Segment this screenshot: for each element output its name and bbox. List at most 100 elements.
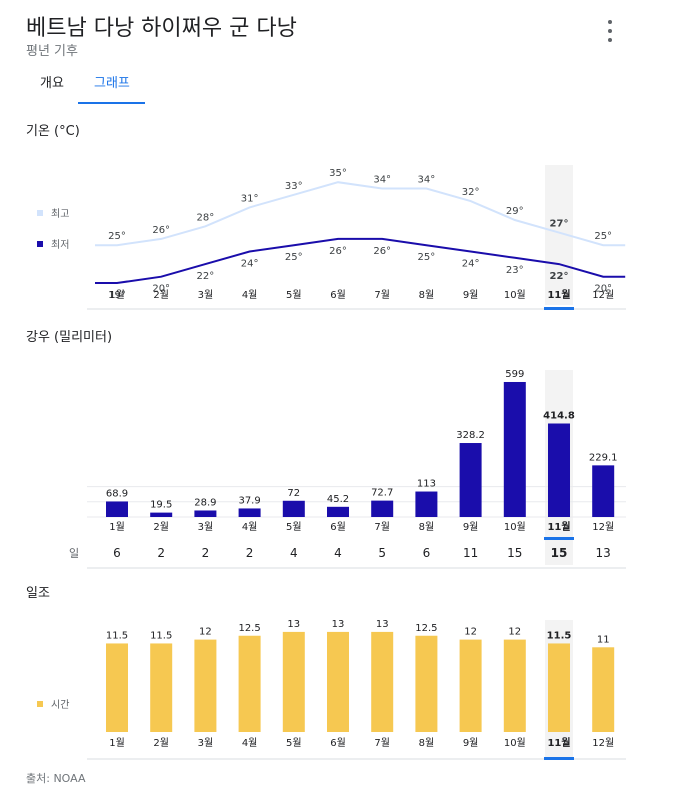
legend-sun-swatch bbox=[37, 700, 43, 707]
month-tick-label: 11월 bbox=[547, 521, 570, 533]
rain-bar bbox=[548, 423, 570, 517]
high-temp-label: 34° bbox=[418, 175, 436, 186]
rain-bar bbox=[459, 443, 482, 517]
sun-bar bbox=[282, 631, 305, 732]
selected-month-indicator bbox=[544, 307, 574, 310]
month-tick-label: 4월 bbox=[242, 289, 258, 301]
month-tick-label: 2월 bbox=[153, 289, 169, 301]
low-temp-label: 25° bbox=[285, 252, 303, 263]
rain-bar bbox=[327, 506, 349, 517]
legend-sun-label: 시간 bbox=[51, 700, 70, 711]
rain-title: 강우 (밀리미터) bbox=[26, 330, 113, 345]
rain-bar bbox=[106, 501, 128, 517]
high-temp-label: 33° bbox=[285, 181, 303, 192]
high-temp-label: 25° bbox=[108, 231, 126, 242]
high-temp-label: 26° bbox=[152, 225, 170, 236]
sun-title: 일조 bbox=[26, 586, 50, 601]
rain-days-value: 6 bbox=[113, 546, 121, 560]
rain-value-label: 68.9 bbox=[106, 488, 128, 499]
high-temp-label: 27° bbox=[550, 219, 569, 230]
month-tick-label: 5월 bbox=[286, 289, 302, 301]
high-temp-label: 35° bbox=[329, 168, 347, 179]
legend-high-label: 최고 bbox=[51, 209, 70, 220]
month-tick-label: 6월 bbox=[330, 737, 346, 749]
legend-low-swatch bbox=[37, 240, 43, 247]
rain-days-value: 15 bbox=[507, 546, 522, 560]
month-tick-label: 1월 bbox=[109, 521, 125, 533]
low-temp-label: 24° bbox=[462, 259, 480, 270]
sun-bar bbox=[415, 635, 438, 732]
page-title: 베트남 다낭 하이쩌우 군 다낭 bbox=[26, 16, 297, 41]
month-tick-label: 8월 bbox=[419, 289, 435, 301]
month-tick-label: 7월 bbox=[374, 737, 390, 749]
low-temp-label: 26° bbox=[329, 246, 347, 257]
sun-value-label: 12 bbox=[464, 627, 477, 638]
sun-value-label: 13 bbox=[376, 619, 389, 630]
legend-sun: 시간 bbox=[37, 696, 69, 711]
rain-days-value: 2 bbox=[157, 546, 165, 560]
page-subtitle: 평년 기후 bbox=[26, 44, 78, 59]
month-tick-label: 9월 bbox=[463, 521, 479, 533]
sun-value-label: 12.5 bbox=[238, 623, 260, 634]
legend-low: 최저 bbox=[37, 236, 69, 251]
month-tick-label: 3월 bbox=[198, 737, 214, 749]
high-temp-label: 31° bbox=[241, 193, 259, 204]
rain-bar bbox=[371, 500, 394, 517]
rain-days-value: 11 bbox=[463, 546, 478, 560]
rain-bar bbox=[150, 512, 173, 517]
low-temp-label: 23° bbox=[506, 265, 524, 276]
low-temp-label: 24° bbox=[241, 259, 259, 270]
rain-value-label: 414.8 bbox=[543, 411, 575, 422]
rain-days-value: 13 bbox=[596, 546, 611, 560]
rain-value-label: 28.9 bbox=[194, 497, 216, 508]
month-tick-label: 1월 bbox=[109, 737, 125, 749]
month-tick-label: 9월 bbox=[463, 289, 479, 301]
rain-value-label: 113 bbox=[417, 479, 436, 490]
high-temp-label: 29° bbox=[506, 206, 524, 217]
month-tick-label: 3월 bbox=[198, 289, 214, 301]
tab-overview[interactable]: 개요 bbox=[40, 76, 64, 91]
month-tick-label: 12월 bbox=[592, 521, 614, 533]
sun-bar bbox=[106, 643, 128, 732]
tab-graph[interactable]: 그래프 bbox=[94, 76, 130, 91]
sun-bar bbox=[327, 631, 349, 732]
temperature-chart: 25° 26° 28° 31° 33° 35° 34° 34° 32° 29° 27° 25° 19° 2… bbox=[87, 165, 626, 310]
month-tick-label: 3월 bbox=[198, 521, 214, 533]
rain-days-value: 2 bbox=[202, 546, 210, 560]
sun-value-label: 12 bbox=[508, 627, 521, 638]
sun-bar bbox=[194, 639, 217, 732]
rain-days-value: 2 bbox=[246, 546, 254, 560]
low-temp-label: 19° bbox=[108, 290, 126, 301]
low-temp-label: 22° bbox=[550, 271, 569, 282]
low-temp-label: 20° bbox=[152, 284, 170, 295]
rain-value-label: 599 bbox=[505, 369, 524, 380]
rain-chart: 68.9 19.5 28.9 37.9 72 45.2 72.7 113 328.2 599 414… bbox=[87, 369, 626, 569]
rain-days-label: 일 bbox=[69, 547, 80, 560]
low-temp-label: 20° bbox=[594, 284, 612, 295]
rain-bar bbox=[415, 491, 438, 517]
sun-chart: 11.5 11.5 12 12.5 13 13 13 12.5 12 12 11.5 11 1월 2월 3월… bbox=[87, 619, 626, 760]
sun-bar bbox=[150, 643, 173, 732]
more-vert-icon[interactable] bbox=[602, 20, 618, 42]
rain-value-label: 72.7 bbox=[371, 488, 393, 499]
rain-bar bbox=[238, 508, 261, 517]
rain-bar bbox=[194, 510, 217, 517]
month-tick-label: 1월 bbox=[109, 289, 125, 301]
month-tick-label: 4월 bbox=[242, 521, 258, 533]
sun-value-label: 11.5 bbox=[150, 630, 172, 641]
rain-value-label: 19.5 bbox=[150, 500, 172, 511]
high-temp-line bbox=[95, 181, 626, 247]
low-temp-label: 26° bbox=[373, 246, 391, 257]
month-tick-label: 4월 bbox=[242, 737, 258, 749]
month-tick-label: 5월 bbox=[286, 737, 302, 749]
sun-bar bbox=[459, 639, 482, 732]
month-tick-label: 11월 bbox=[547, 737, 570, 749]
rain-value-label: 229.1 bbox=[589, 452, 618, 463]
month-tick-label: 6월 bbox=[330, 521, 346, 533]
rain-days-value: 4 bbox=[290, 546, 298, 560]
temperature-title: 기온 (°C) bbox=[26, 124, 80, 139]
selected-month-indicator bbox=[544, 757, 574, 760]
sun-value-label: 11.5 bbox=[547, 630, 572, 641]
month-tick-label: 10월 bbox=[504, 521, 526, 533]
month-tick-label: 2월 bbox=[153, 521, 169, 533]
